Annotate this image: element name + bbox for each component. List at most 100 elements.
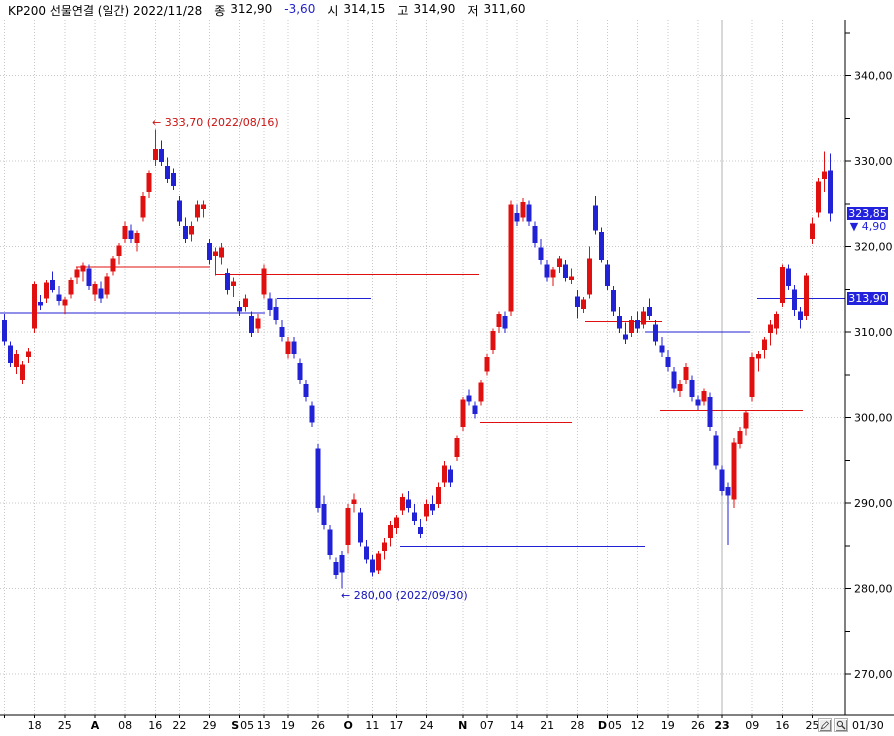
candle-body [755,354,761,359]
x-axis-label: 17 [389,719,403,732]
candle-body [327,529,333,556]
y-axis-label: 300,00 [854,412,893,425]
candle-body [339,555,345,573]
candle-body [460,399,466,427]
candle-body [164,166,170,179]
x-axis-label: 05 [608,719,622,732]
candle-body [502,315,508,329]
candle-body [538,247,544,261]
y-axis-label: 320,00 [854,241,893,254]
trendlines[interactable] [0,266,845,548]
candle-body [273,307,279,321]
x-axis-label: 19 [281,719,295,732]
candle-body [333,561,339,575]
candle-body [225,273,231,291]
candle-body [520,202,526,218]
x-axis-label: 29 [203,719,217,732]
candle-body [424,503,430,517]
candle-body [731,442,737,500]
candle-body [2,320,7,342]
candle-body [92,284,98,295]
x-axis-label: 08 [118,719,132,732]
candle-body [62,299,68,306]
candle-body [725,486,731,496]
candle-body [617,315,623,329]
draw-pencil-icon [820,721,830,730]
candle-body [598,231,604,261]
candle-body [544,264,550,278]
price-annotation-high[interactable]: ← 333,70 (2022/08/16) [152,116,279,129]
candle-body [701,390,707,402]
candle-body [80,265,86,272]
candle-body [249,315,255,333]
candle-body [194,204,200,218]
candle-body [176,200,182,222]
candle-body [418,526,424,534]
candle-body [713,435,719,466]
candle-body [86,268,92,286]
candle-body [484,356,490,372]
x-axis-label: 26 [691,719,705,732]
candle-body [261,268,267,295]
zoom-tool-button[interactable] [834,718,848,732]
candle-body [134,232,140,244]
candle-body [50,279,56,291]
candle-body [357,512,363,543]
candle-body [68,279,74,295]
candle-body [430,503,436,511]
candle-body [629,320,635,333]
candle-body [556,258,562,268]
price-annotation-low[interactable]: ← 280,00 (2022/09/30) [341,589,468,602]
price-level-marker[interactable]: 313,90 [847,292,888,306]
x-axis-label: 22 [172,719,186,732]
candle-body [810,223,816,239]
candle-body [514,213,520,222]
x-axis-end-date: 01/30 [852,719,884,732]
candle-body [562,264,568,279]
candle-body [695,399,701,406]
candle-body [14,354,20,368]
candle-body [816,181,822,213]
candle-body [737,431,743,445]
x-axis-label: 16 [775,719,789,732]
x-axis-label: 05 [240,719,254,732]
y-axis-label: 280,00 [854,583,893,596]
candle-body [580,299,586,309]
candle-body [219,247,225,258]
candle-body [592,205,598,231]
x-axis-month-label: 23 [714,719,729,732]
candle-body [128,230,134,239]
last-price-marker: 323,85 [847,207,888,221]
candle-body [98,288,104,299]
candle-body [671,371,677,389]
candle-body [641,311,647,325]
candle-body [412,512,418,521]
last-price-change: ▼ 4,90 [849,220,887,234]
candle-body [508,204,514,312]
candle-body [677,384,683,391]
candle-body [828,170,834,214]
candle-body [478,382,484,402]
candle-body [496,314,502,327]
candle-body [532,225,538,244]
candle-body [213,251,219,256]
candle-body [74,269,80,278]
candle-body [803,275,809,316]
candle-body [285,341,291,355]
quote-field: 저 311,60 [467,2,526,18]
x-axis-label: 19 [661,719,675,732]
candle-body [761,339,767,350]
candle-body [231,281,237,286]
x-axis-label: 16 [148,719,162,732]
candle-body [526,204,532,222]
candle-body [635,320,641,329]
candle-body [785,268,791,286]
gridlines [0,20,845,715]
candle-body [267,298,273,310]
draw-tool-button[interactable] [818,718,832,732]
candle-body [381,542,387,551]
x-axis-month-label: D [598,719,607,732]
candle-body [297,362,303,380]
